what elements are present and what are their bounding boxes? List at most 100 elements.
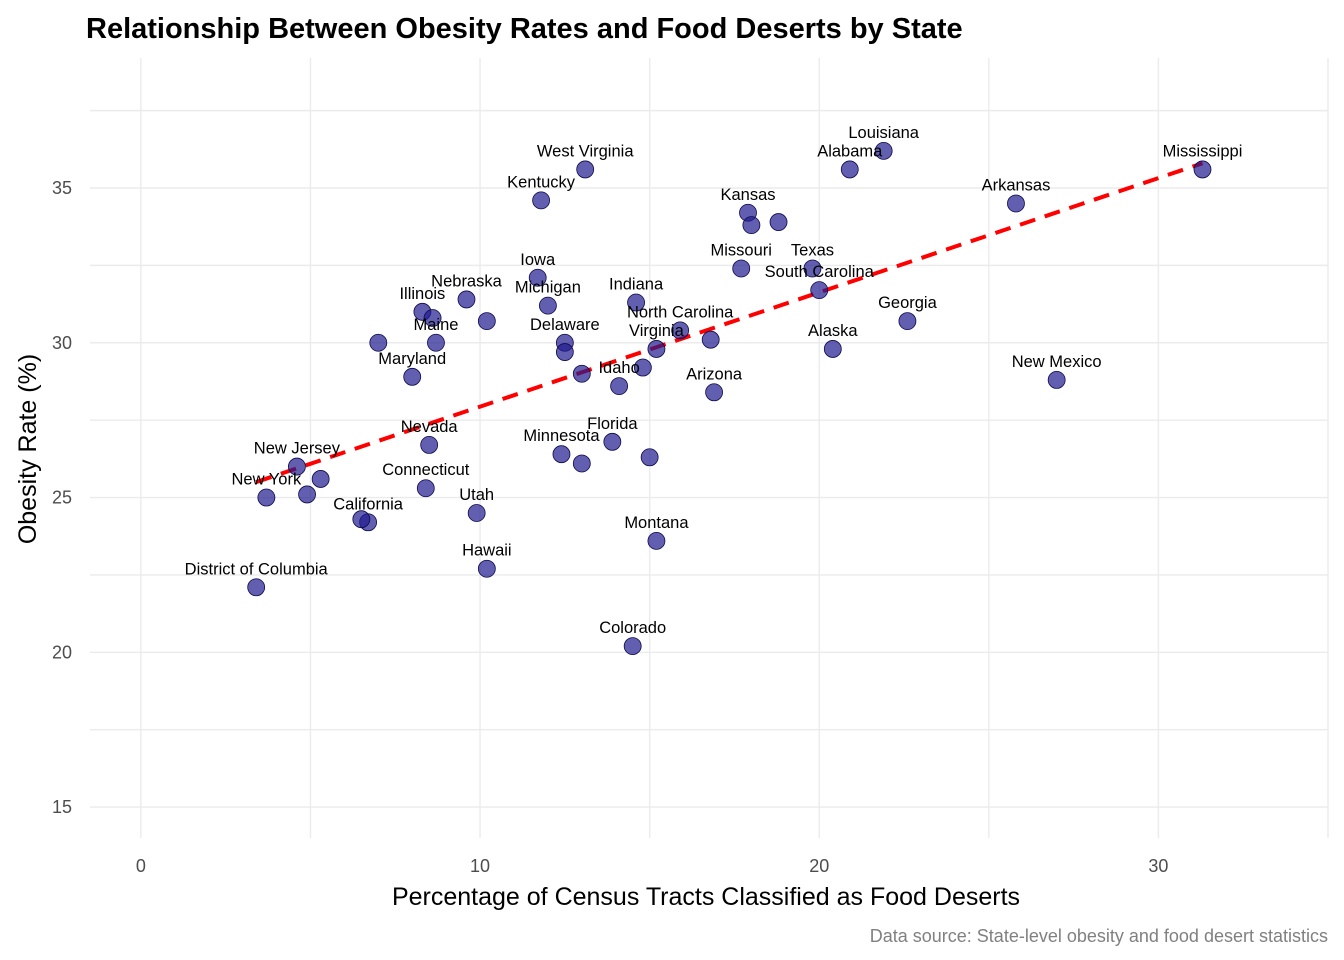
data-point xyxy=(640,448,659,467)
data-point xyxy=(369,333,388,352)
point-label: New York xyxy=(232,471,302,489)
data-point xyxy=(823,340,842,358)
point-label: Utah xyxy=(459,486,494,504)
data-point xyxy=(528,268,547,287)
data-point xyxy=(1193,160,1212,179)
data-point xyxy=(477,312,496,330)
point-label: Virginia xyxy=(629,322,685,340)
point-label: Delaware xyxy=(530,316,600,334)
point-label: Idaho xyxy=(598,359,639,377)
data-point xyxy=(538,296,557,315)
point-label: Missouri xyxy=(711,241,772,259)
data-point xyxy=(427,333,445,352)
point-label: Hawaii xyxy=(462,542,512,560)
x-tick-label: 0 xyxy=(136,856,146,876)
y-tick-label: 25 xyxy=(52,488,72,508)
data-point xyxy=(1007,194,1025,213)
point-label: California xyxy=(333,495,404,513)
trend-line xyxy=(255,161,1204,484)
data-point xyxy=(898,312,917,330)
data-point xyxy=(1047,371,1066,389)
tick-labels-layer: 0 10 20 30 15 20 25 30 35 xyxy=(52,178,1168,876)
data-point xyxy=(671,321,690,340)
point-label: Michigan xyxy=(515,279,581,297)
point-label: West Virginia xyxy=(537,142,634,160)
data-point xyxy=(874,141,893,160)
point-label: Alabama xyxy=(817,142,883,160)
point-label: Colorado xyxy=(599,619,666,637)
y-tick-label: 20 xyxy=(52,642,72,662)
point-label: Maine xyxy=(413,316,458,334)
point-label: Montana xyxy=(624,514,689,532)
data-point xyxy=(403,367,422,386)
point-label: Connecticut xyxy=(382,461,470,479)
y-axis-title: Obesity Rate (%) xyxy=(14,354,42,544)
points-layer xyxy=(247,141,1212,655)
point-label: Illinois xyxy=(399,285,445,303)
point-label: Iowa xyxy=(520,251,556,269)
point-label: Mississippi xyxy=(1163,142,1243,160)
data-point xyxy=(298,485,316,504)
chart-title: Relationship Between Obesity Rates and F… xyxy=(86,13,963,45)
point-label: Florida xyxy=(587,415,638,433)
point-label: New Mexico xyxy=(1012,353,1102,371)
data-point xyxy=(572,364,591,383)
x-axis-title: Percentage of Census Tracts Classified a… xyxy=(392,883,1020,911)
point-label: Texas xyxy=(791,241,834,259)
data-point xyxy=(457,290,476,309)
data-point xyxy=(810,281,829,300)
x-tick-label: 20 xyxy=(809,856,829,876)
data-point xyxy=(633,358,652,377)
point-label: Nevada xyxy=(401,418,459,436)
data-point xyxy=(555,343,574,361)
data-point xyxy=(769,213,788,231)
point-label: Georgia xyxy=(878,294,938,312)
x-tick-label: 10 xyxy=(470,856,490,876)
data-point xyxy=(552,445,571,464)
point-label: North Carolina xyxy=(627,303,734,321)
x-tick-label: 30 xyxy=(1148,856,1168,876)
data-point xyxy=(647,340,666,358)
data-point xyxy=(420,436,439,454)
data-point xyxy=(803,259,822,278)
data-point xyxy=(742,216,761,235)
data-point xyxy=(247,578,266,597)
point-label: Arkansas xyxy=(982,176,1051,194)
chart-caption: Data source: State-level obesity and foo… xyxy=(870,926,1328,946)
point-label: Kentucky xyxy=(507,173,576,191)
data-point xyxy=(416,479,435,498)
point-label: Nebraska xyxy=(431,272,502,290)
data-point xyxy=(477,559,496,578)
point-label: New Jersey xyxy=(254,440,341,458)
data-point xyxy=(423,309,442,327)
data-point xyxy=(647,531,666,550)
trend-layer xyxy=(255,161,1204,484)
y-tick-label: 35 xyxy=(52,178,72,198)
data-point xyxy=(532,191,551,210)
data-point xyxy=(311,470,330,488)
data-point xyxy=(705,383,723,402)
point-label: Indiana xyxy=(609,276,664,294)
data-point xyxy=(732,259,751,278)
point-label: Arizona xyxy=(686,365,743,383)
y-tick-label: 15 xyxy=(52,797,72,817)
data-point xyxy=(352,510,371,529)
data-point xyxy=(627,293,645,312)
data-point xyxy=(287,457,306,476)
data-point xyxy=(467,504,486,522)
point-label: Louisiana xyxy=(848,124,919,142)
data-point xyxy=(572,454,591,473)
data-point xyxy=(701,330,720,349)
data-point xyxy=(576,160,595,179)
data-point xyxy=(610,377,629,395)
point-label: South Carolina xyxy=(765,263,875,281)
data-point xyxy=(623,637,642,655)
point-label: District of Columbia xyxy=(185,560,329,578)
point-label: Kansas xyxy=(720,186,775,204)
data-point xyxy=(257,488,276,507)
point-label: Minnesota xyxy=(523,427,600,445)
data-point xyxy=(603,432,622,451)
point-label: Alaska xyxy=(808,322,858,340)
